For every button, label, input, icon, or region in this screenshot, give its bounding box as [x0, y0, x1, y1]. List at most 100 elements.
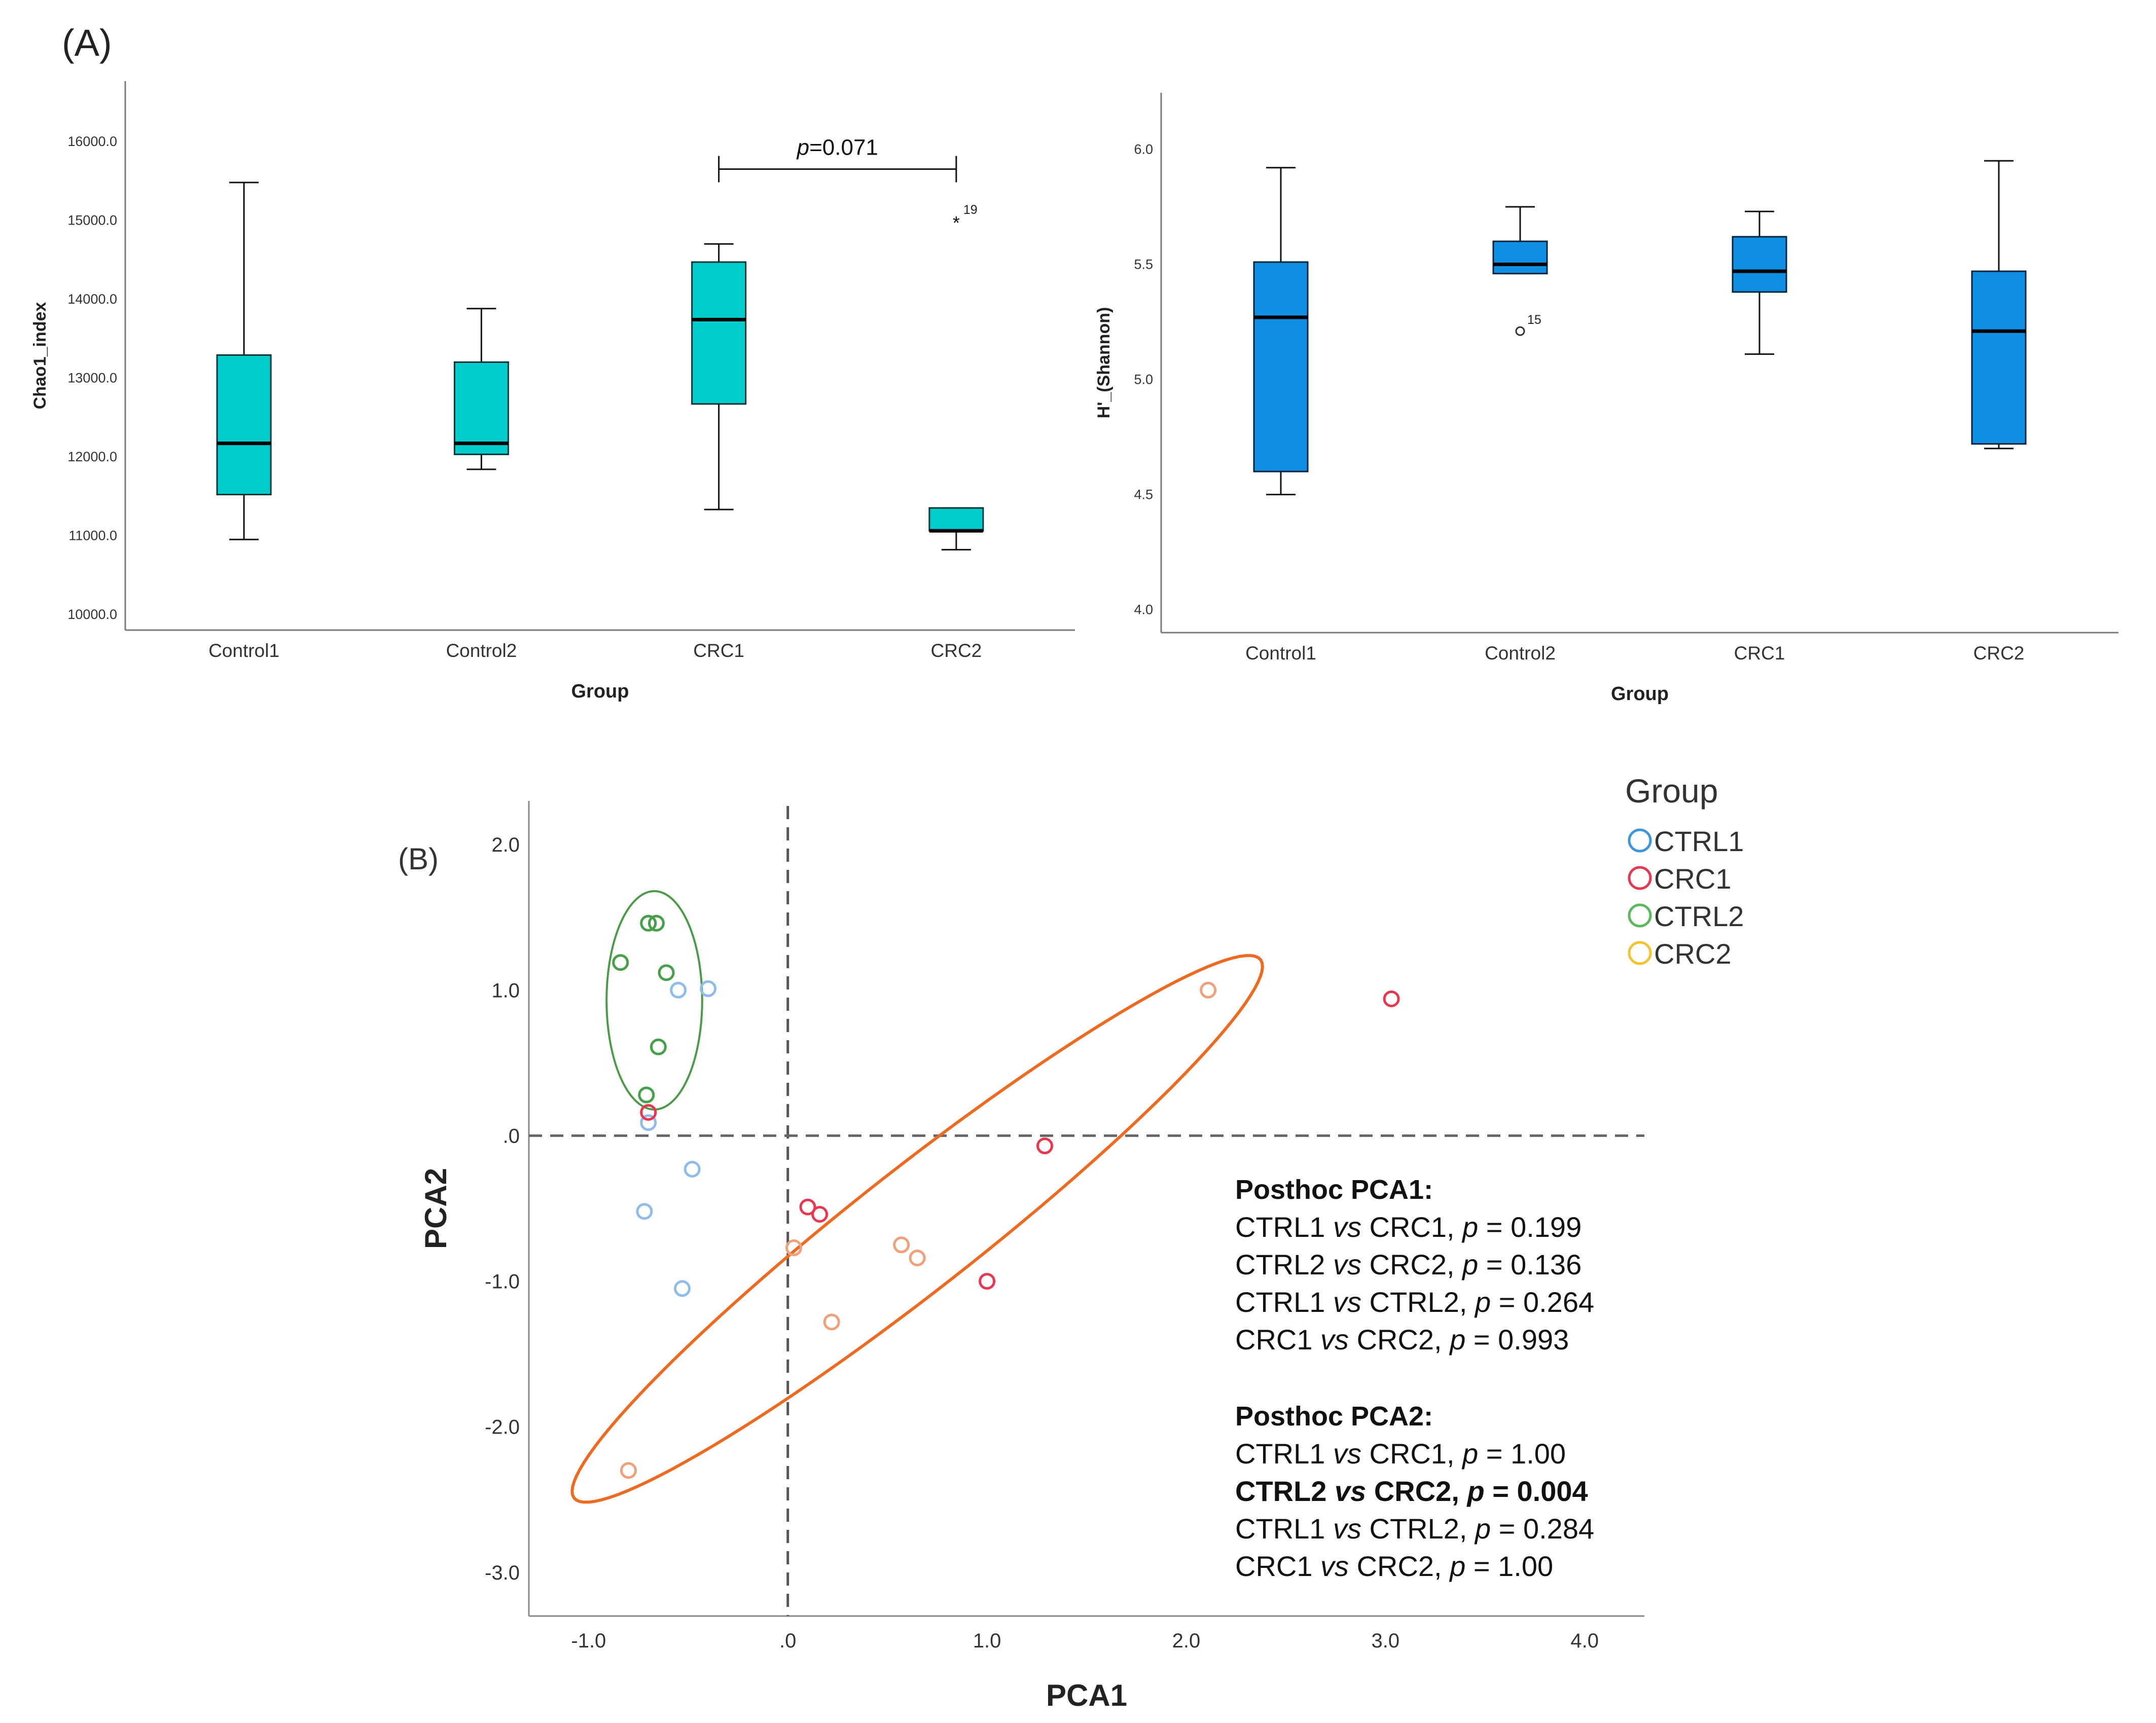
- legend-label-ctrl2: CTRL2: [1654, 900, 1744, 932]
- outlier-marker-crc2: *: [953, 212, 960, 233]
- data-point-crc2: [893, 1236, 910, 1254]
- box-crc2: [928, 507, 984, 532]
- box-control2: [1492, 240, 1548, 275]
- vs-word: vs: [1320, 1550, 1349, 1582]
- legend-marker-crc2: [1628, 941, 1652, 965]
- p-value: = 0.264: [1491, 1286, 1594, 1318]
- p-value: = 0.136: [1478, 1249, 1582, 1280]
- data-point-crc1: [799, 1198, 816, 1216]
- confidence-ellipse-crc2: [570, 954, 1264, 1504]
- pca-x-axis-title: PCA1: [1046, 1678, 1127, 1712]
- data-point-ctrl1: [640, 1114, 657, 1131]
- y-tick-label: 5.5: [1134, 257, 1153, 272]
- posthoc-row: CTRL1 vs CTRL2, p = 0.264: [1235, 1286, 1594, 1318]
- vs-word: vs: [1333, 1438, 1361, 1470]
- posthoc-row: CRC1 vs CRC2, p = 1.00: [1235, 1550, 1553, 1582]
- data-point-crc1: [1036, 1138, 1053, 1155]
- p-value: = 0.284: [1491, 1513, 1594, 1545]
- group-a: CRC1: [1235, 1550, 1320, 1582]
- outlier-label-crc2: 19: [963, 203, 978, 217]
- legend-marker-crc1: [1628, 866, 1652, 890]
- y-tick-label: 4.0: [1134, 602, 1153, 617]
- vs-word: vs: [1333, 1249, 1361, 1280]
- p-symbol: p: [1466, 1475, 1484, 1507]
- data-point-crc2: [909, 1250, 926, 1267]
- vs-word: vs: [1335, 1475, 1366, 1507]
- posthoc-results: Posthoc PCA1:CTRL1 vs CRC1, p = 0.199CTR…: [1235, 1175, 1594, 1582]
- panel-b-label: (B): [398, 842, 439, 876]
- data-point-ctrl2: [650, 1038, 667, 1055]
- group-a: CRC1: [1235, 1324, 1320, 1355]
- pca-x-tick-label: 4.0: [1570, 1630, 1599, 1652]
- posthoc-title: Posthoc PCA2:: [1235, 1401, 1433, 1432]
- data-point-crc2: [823, 1313, 840, 1331]
- box-crc1: [691, 261, 747, 405]
- y-axis-title: Chao1_index: [30, 302, 50, 410]
- y-tick-label: 14000.0: [67, 291, 117, 307]
- pca-legend: Group CTRL1 CRC1 CTRL2 CRC2: [1625, 772, 1744, 970]
- pca-x-tick-label: .0: [779, 1630, 796, 1652]
- p-symbol: p: [1449, 1550, 1465, 1582]
- p-symbol: p: [1474, 1286, 1491, 1318]
- vs-word: vs: [1320, 1324, 1349, 1355]
- p-symbol: p: [1461, 1438, 1478, 1470]
- p-symbol: p: [1449, 1324, 1465, 1355]
- x-tick-label: Control2: [1485, 643, 1556, 664]
- group-a: CTRL1: [1235, 1513, 1333, 1545]
- pca-x-tick-label: -1.0: [571, 1630, 606, 1652]
- data-point-crc1: [1383, 991, 1400, 1008]
- data-point-ctrl2: [638, 1086, 655, 1104]
- x-tick-label: CRC1: [1734, 643, 1785, 664]
- group-b: CRC1,: [1361, 1211, 1462, 1243]
- data-point-ctrl2: [612, 954, 629, 971]
- chao1-boxplot: 10000.0 11000.0 12000.0 13000.0 14000.0 15000…: [30, 81, 1075, 702]
- y-tick-label: 10000.0: [67, 607, 117, 622]
- posthoc-row: CTRL2 vs CRC2, p = 0.004: [1235, 1475, 1588, 1507]
- box-control1: [1253, 261, 1309, 472]
- y-tick-label: 16000.0: [67, 134, 117, 149]
- y-tick-label: 4.5: [1134, 487, 1153, 502]
- legend-label-crc1: CRC1: [1654, 863, 1731, 895]
- posthoc-row: CTRL1 vs CRC1, p = 0.199: [1235, 1211, 1582, 1243]
- p-value: = 1.00: [1465, 1550, 1553, 1582]
- p-value: = 1.00: [1478, 1438, 1566, 1470]
- pca-y-tick-label: 2.0: [491, 834, 520, 856]
- data-point-crc1: [640, 1104, 657, 1121]
- x-tick-label: Control1: [208, 640, 279, 661]
- group-a: CTRL1: [1235, 1211, 1333, 1243]
- posthoc-row: CTRL1 vs CTRL2, p = 0.284: [1235, 1513, 1594, 1545]
- p-value: = 0.199: [1478, 1211, 1582, 1243]
- data-point-crc2: [620, 1462, 637, 1479]
- x-axis-title: Group: [1611, 683, 1669, 705]
- posthoc-title: Posthoc PCA1:: [1235, 1175, 1433, 1205]
- legend-marker-ctrl1: [1628, 828, 1652, 853]
- group-a: CTRL2: [1235, 1475, 1335, 1507]
- box-crc2: [1971, 270, 2027, 445]
- group-b: CRC2,: [1361, 1249, 1462, 1280]
- group-b: CRC1,: [1361, 1438, 1462, 1470]
- panel-a-label: (A): [62, 22, 112, 64]
- pca-y-tick-label: .0: [503, 1125, 520, 1147]
- vs-word: vs: [1333, 1513, 1361, 1545]
- pca-y-tick-label: -2.0: [485, 1416, 520, 1439]
- box-crc1: [1732, 236, 1787, 293]
- x-tick-label: CRC2: [931, 640, 982, 661]
- p-symbol: p: [796, 135, 809, 160]
- pca-x-tick-label: 2.0: [1172, 1630, 1201, 1652]
- pca-y-axis-title: PCA2: [419, 1168, 453, 1249]
- posthoc-row: CRC1 vs CRC2, p = 0.993: [1235, 1324, 1569, 1355]
- data-point-ctrl1: [684, 1160, 701, 1178]
- vs-word: vs: [1333, 1286, 1361, 1318]
- data-point-ctrl1: [670, 981, 687, 999]
- legend-title: Group: [1625, 772, 1718, 810]
- group-a: CTRL1: [1235, 1438, 1333, 1470]
- p-symbol: p: [1461, 1249, 1478, 1280]
- outlier-marker-control2: [1515, 326, 1525, 336]
- posthoc-row: CTRL2 vs CRC2, p = 0.136: [1235, 1249, 1582, 1280]
- p-value: = 0.004: [1485, 1475, 1588, 1507]
- group-b: CRC2,: [1349, 1550, 1450, 1582]
- box-control2: [453, 361, 509, 455]
- outlier-label-control2: 15: [1527, 313, 1541, 327]
- data-point-ctrl2: [658, 964, 675, 981]
